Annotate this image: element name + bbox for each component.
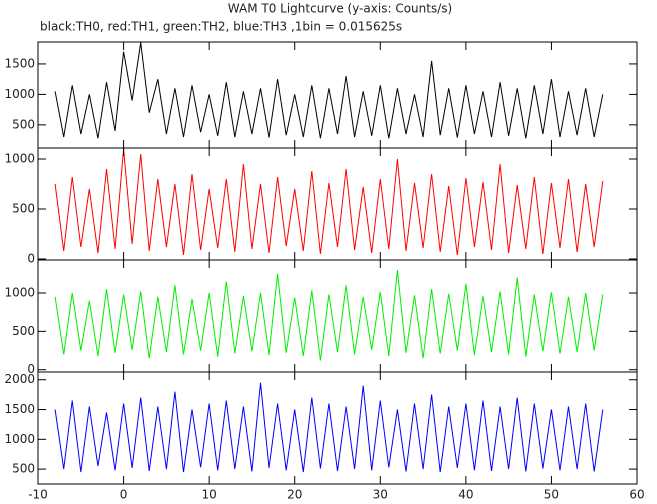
panel-frame (37, 371, 638, 485)
y-tick-label: 1000 (4, 87, 35, 101)
chart-title: WAM T0 Lightcurve (y-axis: Counts/s) (228, 2, 452, 16)
x-tick-label: 40 (458, 488, 473, 502)
y-tick-label: 0 (27, 252, 35, 266)
x-tick-label: 30 (373, 488, 388, 502)
y-tick-label: 1500 (4, 402, 35, 416)
y-tick-label: 1000 (4, 285, 35, 299)
x-tick-label: 0 (120, 488, 128, 502)
y-tick-label: 2000 (4, 372, 35, 386)
y-tick-label: 500 (12, 324, 35, 338)
panel-frame (37, 259, 638, 373)
x-tick-label: 20 (287, 488, 302, 502)
x-tick-label: -10 (28, 488, 48, 502)
y-tick-label: 1000 (4, 152, 35, 166)
y-tick-label: 500 (12, 117, 35, 131)
y-tick-label: 500 (12, 462, 35, 476)
y-tick-label: 1500 (4, 56, 35, 70)
y-tick-label: 0 (27, 362, 35, 376)
lightcurve (54, 382, 604, 473)
y-tick-label: 500 (12, 202, 35, 216)
x-tick-label: 60 (629, 488, 644, 502)
chart-subtitle: black:TH0, red:TH1, green:TH2, blue:TH3 … (40, 20, 402, 34)
lightcurve (54, 42, 604, 139)
x-tick-label: 50 (544, 488, 559, 502)
x-tick-label: 10 (202, 488, 217, 502)
lightcurve (54, 269, 604, 361)
lightcurve (54, 148, 604, 256)
y-tick-label: 1000 (4, 432, 35, 446)
